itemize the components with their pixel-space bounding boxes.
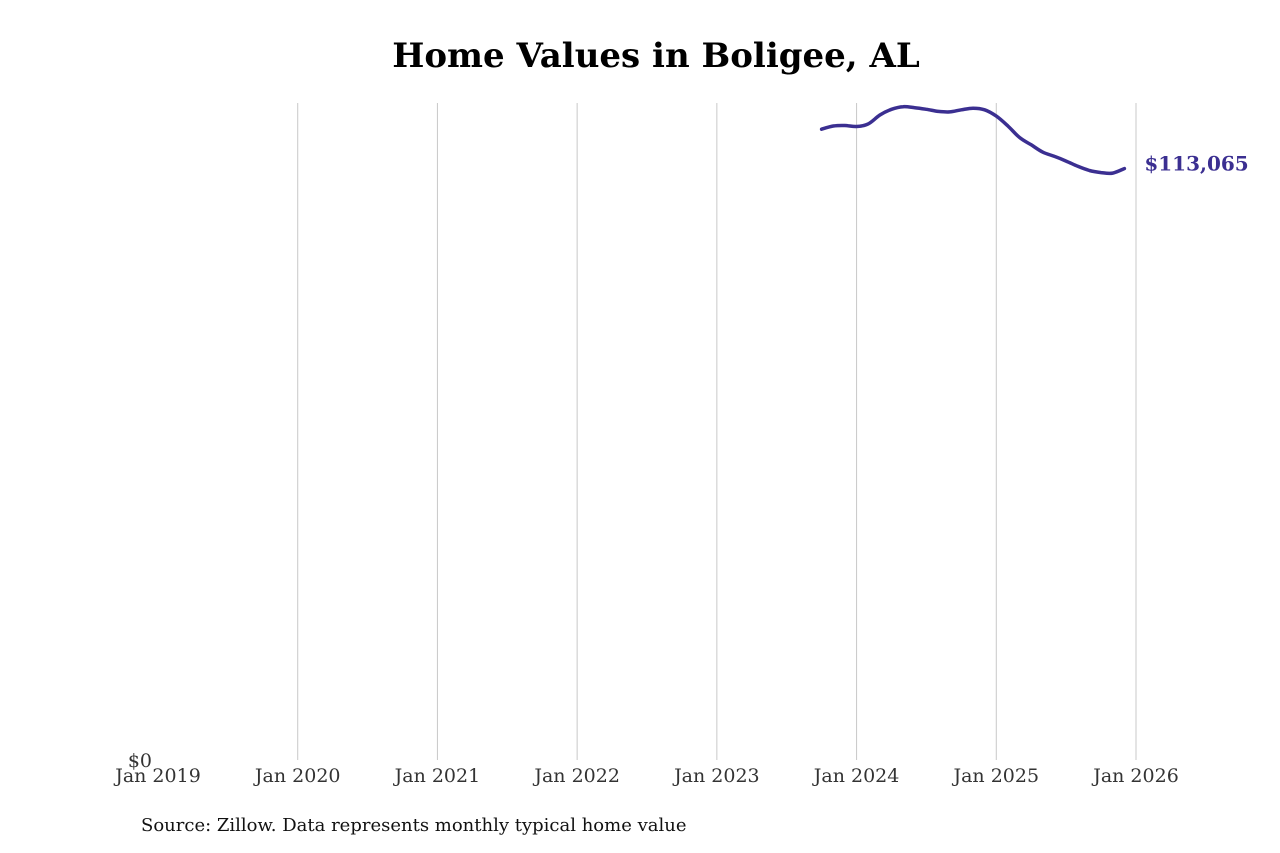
gridlines bbox=[297, 103, 1137, 760]
x-axis-ticks: Jan 2019 Jan 2020 Jan 2021 Jan 2022 Jan 2023… bbox=[113, 765, 1179, 787]
source-note: Source: Zillow. Data represents monthly … bbox=[141, 815, 687, 836]
x-tick-label: Jan 2024 bbox=[812, 765, 900, 787]
x-tick-label: Jan 2023 bbox=[672, 765, 760, 787]
x-tick-label: Jan 2020 bbox=[253, 765, 341, 787]
x-tick-label: Jan 2022 bbox=[532, 765, 620, 787]
x-tick-label: Jan 2026 bbox=[1091, 765, 1179, 787]
series bbox=[819, 104, 1127, 176]
end-value-label: $113,065 bbox=[1144, 152, 1248, 176]
home-value-line bbox=[819, 104, 1127, 176]
x-tick-label: Jan 2021 bbox=[393, 765, 481, 787]
x-tick-label: Jan 2025 bbox=[951, 765, 1039, 787]
y-tick-label: $0 bbox=[128, 750, 152, 772]
x-tick-label: Jan 2019 bbox=[113, 765, 201, 787]
y-axis-ticks: $0 bbox=[128, 750, 152, 772]
chart-title: Home Values in Boligee, AL bbox=[392, 36, 920, 76]
data-labels: $113,065 bbox=[1144, 152, 1248, 176]
